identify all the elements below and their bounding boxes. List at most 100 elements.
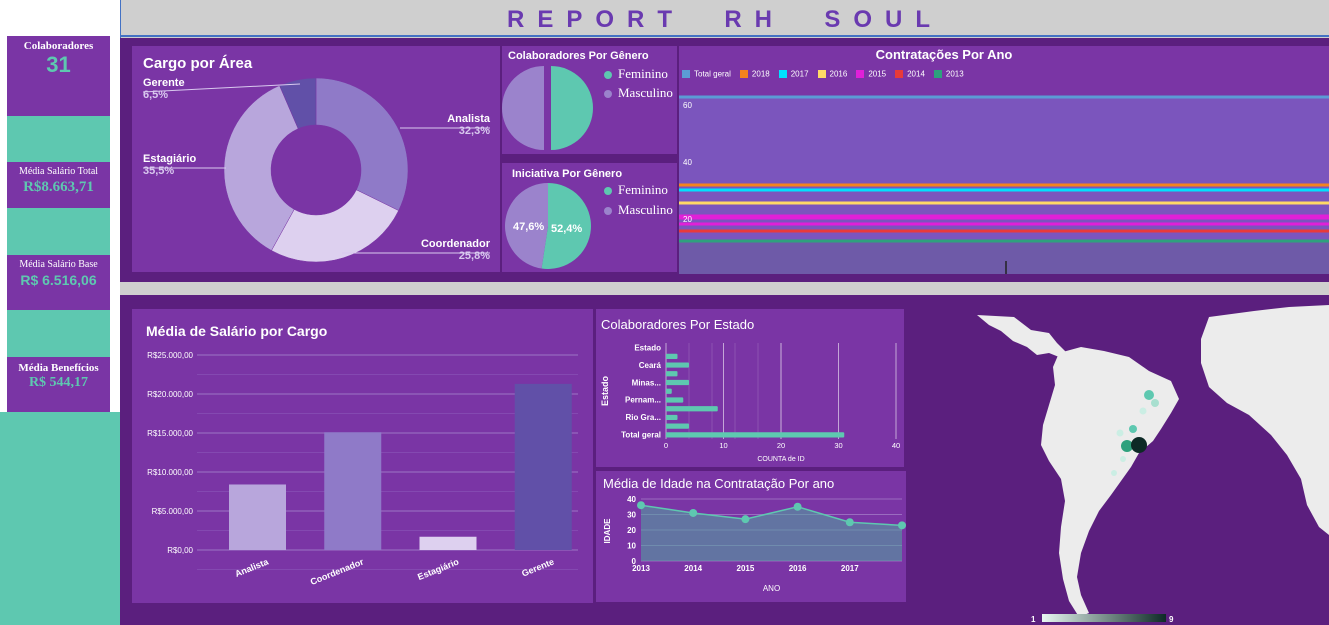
donut-label-pct: 25,8% xyxy=(459,250,490,262)
pie-slice-masculino xyxy=(502,66,544,150)
kpi-media-salario-total: Média Salário Total R$8.663,71 xyxy=(7,162,110,208)
x-tick-label: 0 xyxy=(664,441,668,450)
map-land-central-america xyxy=(977,315,1067,357)
y-tick-label: 30 xyxy=(627,511,636,520)
donut-label-pct: 32,3% xyxy=(459,125,490,137)
kpi-colaboradores: Colaboradores 31 xyxy=(7,36,110,116)
legend-item: 2013 xyxy=(933,69,964,79)
map-point xyxy=(1151,399,1159,407)
kpi-media-salario-total-value: R$8.663,71 xyxy=(23,179,94,195)
y-axis-label: IDADE xyxy=(603,518,612,544)
y-axis-label: Estado xyxy=(600,375,610,406)
legend-feminino: Feminino xyxy=(604,66,668,82)
contratacoes-ytick: 60 xyxy=(683,101,692,110)
y-tick-label: R$20.000,00 xyxy=(147,390,193,399)
bar xyxy=(666,371,678,377)
map-land-south-america xyxy=(1041,347,1179,617)
legend-label: 2017 xyxy=(790,69,809,79)
iniciativa-feminino-pct: 52,4% xyxy=(551,223,582,235)
data-point xyxy=(845,518,854,527)
kpi-media-beneficios: Média Benefícios R$ 544,17 xyxy=(7,357,110,412)
y-tick-label: R$0,00 xyxy=(167,546,193,555)
donut-slice-analista xyxy=(315,77,409,211)
salario-cargo-title: Média de Salário por Cargo xyxy=(146,323,328,339)
top-panel: Cargo por Área Analista 32,3% Coordenador 2… xyxy=(120,38,1329,282)
pie-slice-feminino xyxy=(541,183,591,269)
legend-label: 2013 xyxy=(945,69,964,79)
map-point xyxy=(1131,437,1147,453)
y-tick-label: 20 xyxy=(627,526,636,535)
legend-swatch xyxy=(739,69,748,78)
kpi-media-salario-base-label: Média Salário Base xyxy=(19,259,98,270)
legend-masculino-label: Masculino xyxy=(618,202,673,217)
x-tick-label: 30 xyxy=(834,441,842,450)
area-line xyxy=(640,504,903,527)
donut-label-pct: 35,5% xyxy=(143,165,174,177)
donut-label-name: Estagiário xyxy=(143,153,196,165)
donut-leader-line xyxy=(142,83,301,93)
report-title: REPORT RH SOUL xyxy=(506,6,943,33)
legend-label: 2018 xyxy=(751,69,770,79)
map-land-africa xyxy=(1201,305,1329,535)
y-tick-label: R$10.000,00 xyxy=(147,468,193,477)
kpi-media-beneficios-value: R$ 544,17 xyxy=(28,375,89,390)
cargo-area-title: Cargo por Área xyxy=(143,55,253,72)
kpi-colaboradores-label: Colaboradores xyxy=(23,40,94,52)
iniciativa-genero-card: Iniciativa Por Gênero 47,6% 52,4% Femini… xyxy=(502,163,677,272)
bar xyxy=(666,362,689,368)
donut-label-pct: 6,5% xyxy=(143,89,168,101)
map-point xyxy=(1121,440,1133,452)
kpi-sidebar: Colaboradores 31 Média Salário Total R$8… xyxy=(0,0,120,625)
x-tick-label: 2013 xyxy=(632,564,650,573)
bar-estagiário xyxy=(419,536,477,550)
x-tick-label: Coordenador xyxy=(309,556,366,587)
legend-swatch xyxy=(817,69,826,78)
legend-swatch xyxy=(856,69,865,78)
contratacoes-card: Contratações Por Ano Total geral 2018 2017… xyxy=(679,46,1329,274)
contratacoes-chart: 60 40 20 xyxy=(679,95,1329,274)
kpi-media-beneficios-label: Média Benefícios xyxy=(18,362,99,374)
contratacoes-lower-band xyxy=(679,242,1329,274)
pie-slice-feminino xyxy=(551,66,593,150)
data-point xyxy=(637,501,645,510)
idade-chart: 0 10 20 30 40 2013 2014 2015 2016 2017 ANO IDADE xyxy=(603,495,906,593)
bar xyxy=(666,388,672,394)
bar-analista xyxy=(229,484,286,550)
colab-genero-pie xyxy=(502,66,593,150)
donut-label-name: Coordenador xyxy=(421,238,491,250)
legend-swatch xyxy=(682,69,690,78)
legend-label: 2015 xyxy=(868,69,887,79)
bar xyxy=(666,353,678,359)
map-point xyxy=(1144,390,1154,400)
donut-slice-estagiário xyxy=(223,85,299,251)
legend-item: 2016 xyxy=(817,69,847,78)
y-tick-label: R$5.000,00 xyxy=(152,507,194,516)
donut-slice-gerente xyxy=(279,77,317,130)
legend-item: 2017 xyxy=(778,69,809,79)
idade-title: Média de Idade na Contratação Por ano xyxy=(603,476,835,491)
idade-card: Média de Idade na Contratação Por ano 0 1… xyxy=(596,471,906,602)
x-tick-label: Gerente xyxy=(520,557,555,579)
legend-swatch xyxy=(933,69,942,78)
map-point xyxy=(1139,407,1147,415)
kpi-spacer xyxy=(7,208,110,255)
x-tick-label: 2015 xyxy=(737,564,755,573)
legend-swatch xyxy=(895,69,904,78)
pie-slice-masculino xyxy=(505,183,548,269)
x-axis-label: COUNTA de ID xyxy=(757,456,804,463)
kpi-spacer xyxy=(7,116,110,162)
bar xyxy=(666,423,689,429)
legend-item: 2015 xyxy=(856,69,886,78)
donut-label-name: Analista xyxy=(447,113,491,125)
map-scale-min: 1 xyxy=(1031,615,1036,624)
estado-chart: 0 10 20 30 40 Estado Ceará Minas... Pernam... Rio… xyxy=(600,343,900,463)
kpi-colaboradores-value: 31 xyxy=(46,52,71,77)
y-tick-label: 10 xyxy=(627,542,636,551)
bar xyxy=(666,414,678,421)
y-tick-label: Estado xyxy=(634,343,661,352)
kpi-media-salario-base: Média Salário Base R$ 6.516,06 xyxy=(7,255,110,310)
legend-label: 2014 xyxy=(907,69,925,79)
contratacoes-legend: Total geral 2018 2017 2016 2015 2014 2013 xyxy=(682,65,973,79)
x-tick-label: 2017 xyxy=(841,564,859,573)
